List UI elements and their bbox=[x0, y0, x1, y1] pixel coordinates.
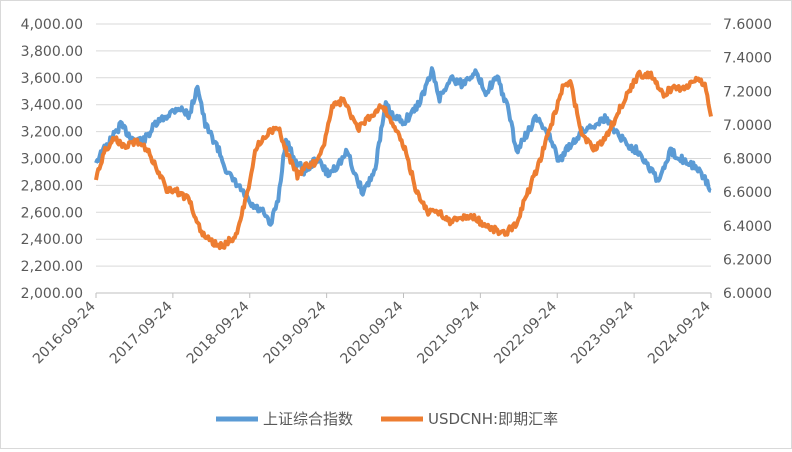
right-tick-label: 6.0000 bbox=[723, 286, 772, 302]
legend-label-shanghai: 上证综合指数 bbox=[263, 410, 353, 428]
right-tick-label: 6.2000 bbox=[723, 252, 772, 268]
x-tick-label: 2019-09-24 bbox=[261, 298, 330, 367]
gridlines bbox=[96, 23, 711, 267]
right-tick-label: 7.2000 bbox=[723, 84, 772, 100]
series-line-usdcnh bbox=[94, 69, 713, 251]
left-tick-label: 3,400.00 bbox=[21, 98, 83, 114]
x-tick-label: 2016-09-24 bbox=[30, 298, 99, 367]
right-tick-label: 6.8000 bbox=[723, 152, 772, 168]
right-tick-label: 6.6000 bbox=[723, 185, 772, 201]
left-tick-label: 4,000.00 bbox=[21, 17, 83, 33]
x-tick-label: 2020-09-24 bbox=[337, 298, 406, 367]
series-line-shanghai bbox=[94, 66, 712, 227]
left-tick-label: 3,800.00 bbox=[21, 44, 83, 60]
right-tick-label: 7.4000 bbox=[723, 51, 772, 67]
x-tick-label: 2022-09-24 bbox=[491, 298, 560, 367]
x-tick-label: 2023-09-24 bbox=[568, 298, 637, 367]
x-tick-label: 2018-09-24 bbox=[184, 298, 253, 367]
left-tick-label: 2,600.00 bbox=[21, 205, 83, 221]
left-tick-label: 2,400.00 bbox=[21, 232, 83, 248]
left-tick-label: 2,800.00 bbox=[21, 178, 83, 194]
left-y-axis: 2,000.00 2,200.00 2,400.00 2,600.00 2,800.00… bbox=[21, 17, 83, 302]
left-tick-label: 2,200.00 bbox=[21, 259, 83, 275]
right-tick-label: 6.4000 bbox=[723, 219, 772, 235]
right-y-axis: 6.0000 6.2000 6.4000 6.6000 6.8000 7.0000 7.20… bbox=[723, 17, 772, 302]
x-tick-label: 2017-09-24 bbox=[107, 298, 176, 367]
right-tick-label: 7.0000 bbox=[723, 118, 772, 134]
x-tick-label: 2024-09-24 bbox=[645, 298, 714, 367]
legend: 上证综合指数 USDCNH:即期汇率 bbox=[216, 410, 558, 428]
left-tick-label: 3,000.00 bbox=[21, 152, 83, 168]
x-axis: 2016-09-24 2017-09-24 2018-09-24 2019-09-24… bbox=[30, 292, 714, 367]
right-tick-label: 7.6000 bbox=[723, 17, 772, 33]
left-tick-label: 3,200.00 bbox=[21, 125, 83, 141]
series-layer bbox=[94, 66, 713, 251]
left-tick-label: 3,600.00 bbox=[21, 71, 83, 87]
left-tick-label: 2,000.00 bbox=[21, 286, 83, 302]
legend-label-usdcnh: USDCNH:即期汇率 bbox=[428, 410, 558, 428]
x-tick-label: 2021-09-24 bbox=[414, 298, 483, 367]
